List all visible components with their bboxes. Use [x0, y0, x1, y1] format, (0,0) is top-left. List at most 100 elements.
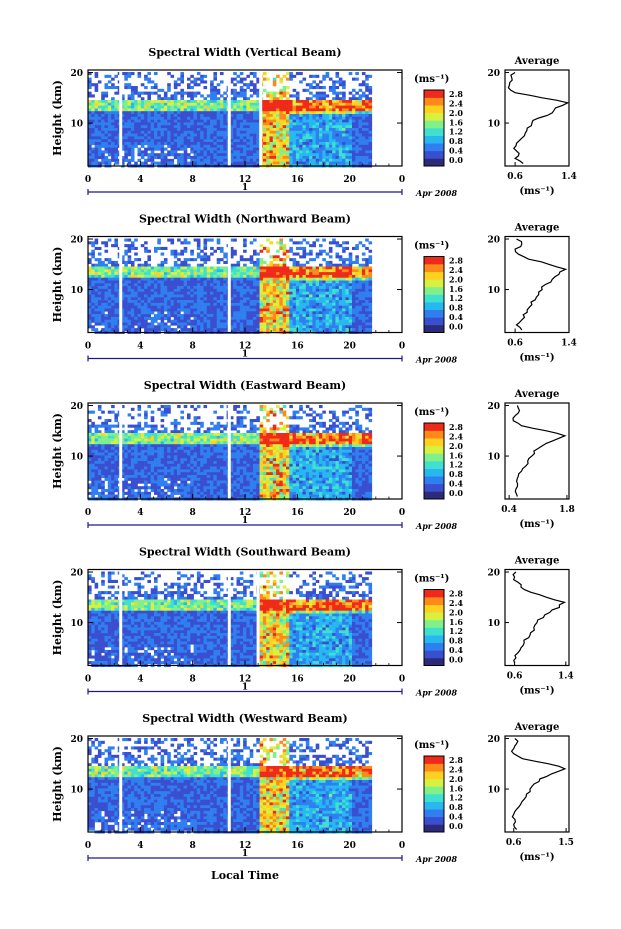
heatmap-cell	[187, 319, 191, 323]
heatmap-cell	[196, 144, 201, 148]
heatmap-cell	[266, 246, 270, 250]
heatmap-cell	[233, 272, 237, 276]
heatmap-cell	[282, 133, 287, 137]
heatmap-cell	[114, 153, 118, 157]
heatmap-cell	[124, 128, 128, 132]
heatmap-cell	[130, 308, 135, 312]
heatmap-cell	[150, 136, 155, 140]
heatmap-cell	[358, 111, 363, 115]
heatmap-cell	[167, 161, 171, 165]
heatmap-cell	[154, 114, 158, 118]
heatmap-cell	[147, 147, 151, 151]
colorbar-segment	[424, 302, 444, 310]
heatmap-cell	[88, 438, 92, 442]
heatmap-cell	[114, 119, 118, 123]
heatmap-cell	[223, 108, 227, 112]
heatmap-cell	[309, 272, 313, 276]
heatmap-cell	[253, 88, 257, 92]
heatmap-cell	[160, 274, 165, 278]
heatmap-cell	[114, 122, 118, 126]
heatmap-cell	[262, 325, 267, 329]
heatmap-cell	[190, 314, 194, 318]
heatmap-cell	[282, 142, 287, 146]
heatmap-cell	[312, 286, 316, 290]
heatmap-cell	[229, 119, 234, 123]
heatmap-cell	[170, 249, 175, 253]
heatmap-cell	[328, 161, 333, 165]
heatmap-cell	[94, 266, 99, 270]
heatmap-cell	[150, 111, 155, 115]
heatmap-cell	[239, 305, 244, 309]
heatmap-cell	[253, 288, 257, 292]
heatmap-cell	[91, 294, 95, 298]
heatmap-cell	[243, 114, 247, 118]
heatmap-cell	[220, 119, 224, 123]
heatmap-cell	[305, 272, 310, 276]
heatmap-cell	[150, 266, 155, 270]
heatmap-cell	[187, 286, 191, 290]
heatmap-cell	[236, 294, 241, 298]
heatmap-cell	[203, 105, 208, 109]
heatmap-cell	[114, 297, 118, 301]
heatmap-cell	[114, 308, 118, 312]
heatmap-cell	[193, 322, 198, 326]
heatmap-cell	[335, 94, 340, 98]
heatmap-cell	[295, 291, 300, 295]
heatmap-cell	[292, 308, 297, 312]
heatmap-cell	[345, 144, 349, 148]
heatmap-cell	[91, 308, 95, 312]
x-tick-label: 0	[85, 175, 91, 185]
heatmap-cell	[309, 83, 313, 87]
heatmap-cell	[206, 274, 211, 278]
heatmap-cell	[163, 111, 168, 115]
heatmap-cell	[88, 77, 92, 81]
heatmap-cell	[299, 328, 303, 332]
heatmap-cell	[335, 314, 340, 318]
heatmap-cell	[111, 100, 115, 104]
heatmap-cell	[124, 142, 128, 146]
heatmap-cell	[180, 297, 184, 301]
heatmap-cell	[289, 246, 293, 250]
heatmap-cell	[229, 269, 234, 273]
heatmap-cell	[368, 277, 373, 281]
heatmap-cell	[150, 91, 155, 95]
heatmap-cell	[210, 102, 214, 106]
heatmap-cell	[269, 291, 274, 295]
heatmap-cell	[328, 311, 333, 315]
heatmap-cell	[147, 102, 151, 106]
heatmap-cell	[286, 86, 290, 90]
heatmap-cell	[160, 133, 165, 137]
heatmap-cell	[239, 147, 244, 151]
heatmap-cell	[137, 128, 142, 132]
heatmap-cell	[243, 130, 247, 134]
heatmap-cell	[190, 302, 194, 306]
heatmap-cell	[322, 274, 326, 278]
heatmap-cell	[355, 314, 359, 318]
heatmap-cell	[121, 294, 125, 298]
heatmap-cell	[239, 319, 244, 323]
heatmap-cell	[210, 94, 214, 98]
heatmap-cell	[121, 325, 125, 329]
heatmap-cell	[154, 302, 158, 306]
heatmap-cell	[312, 244, 316, 248]
heatmap-cell	[124, 136, 128, 140]
heatmap-cell	[361, 322, 366, 326]
heatmap-cell	[183, 308, 188, 312]
heatmap-cell	[157, 316, 161, 320]
heatmap-cell	[342, 319, 346, 323]
heatmap-cell	[325, 139, 330, 143]
heatmap-cell	[183, 161, 188, 165]
heatmap-cell	[302, 108, 307, 112]
heatmap-cell	[177, 128, 181, 132]
heatmap-cell	[292, 283, 297, 287]
heatmap-cell	[233, 308, 237, 312]
heatmap-cell	[206, 114, 211, 118]
heatmap-cell	[190, 286, 194, 290]
heatmap-cell	[173, 263, 178, 267]
heatmap-cell	[322, 91, 326, 95]
heatmap-cell	[243, 133, 247, 137]
heatmap-cell	[187, 288, 191, 292]
heatmap-cell	[292, 128, 297, 132]
colorbar-tick-label: 0.0	[449, 322, 463, 332]
heatmap-cell	[94, 283, 99, 287]
